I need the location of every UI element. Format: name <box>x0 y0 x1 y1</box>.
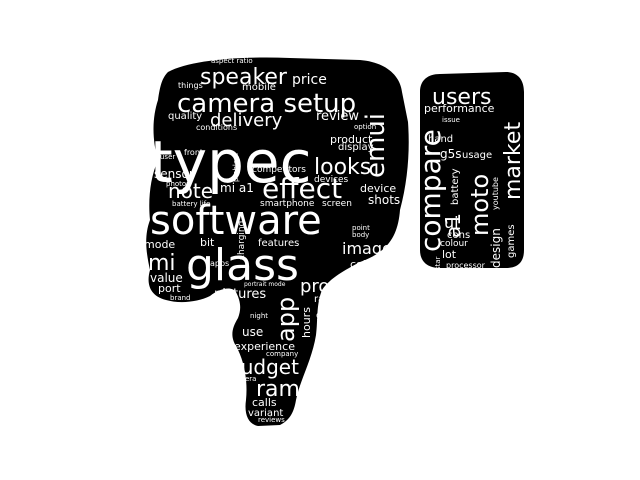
word: product <box>330 133 373 146</box>
word: hand <box>428 134 453 145</box>
word: market <box>501 122 526 200</box>
word: conditions <box>196 123 237 132</box>
word: looks <box>314 155 371 180</box>
word: battery life <box>172 200 210 208</box>
word: option <box>354 123 376 131</box>
word: mode <box>144 238 175 251</box>
word: features <box>258 238 299 249</box>
word: camera <box>230 375 256 383</box>
word: a1 <box>441 213 465 238</box>
word: hours <box>300 307 313 338</box>
word: ram <box>256 377 300 402</box>
word: processor <box>446 261 486 270</box>
word: effect <box>262 172 342 205</box>
word: sensor <box>154 167 194 181</box>
word: emui <box>361 113 391 178</box>
word: design <box>489 228 503 268</box>
word: quality <box>168 111 202 122</box>
word: star <box>434 256 442 270</box>
word: value <box>150 271 183 285</box>
word: typec <box>150 128 311 196</box>
word: review <box>316 109 359 124</box>
word: colour <box>440 239 468 249</box>
word: color <box>350 258 378 271</box>
word: calls <box>252 396 277 409</box>
word: price <box>292 72 327 88</box>
word: app <box>272 297 300 342</box>
word: things <box>178 81 203 90</box>
word: images <box>342 239 400 258</box>
word: bit <box>200 236 215 249</box>
word: glass <box>186 240 299 291</box>
word: front <box>184 148 203 157</box>
word: shots <box>368 193 400 207</box>
word: moto <box>466 174 494 236</box>
word: charging <box>237 221 247 260</box>
word: screen <box>322 199 352 209</box>
word: company <box>266 350 298 358</box>
word: user <box>160 153 175 161</box>
word: competitors <box>252 165 306 175</box>
word: camera setup <box>177 89 356 119</box>
word: experience <box>234 340 295 353</box>
word: pros <box>300 276 339 297</box>
word: ui <box>444 213 459 232</box>
word: users <box>432 85 491 110</box>
word: reviews <box>258 416 285 424</box>
word: range <box>314 294 343 305</box>
word: cons <box>447 230 470 241</box>
word: apps <box>210 259 229 268</box>
word: use <box>242 325 263 339</box>
word: smartphone <box>260 199 315 209</box>
word: mobile <box>242 82 276 93</box>
word: gb <box>316 311 328 321</box>
word: night <box>250 312 268 320</box>
word: mi a1 <box>220 181 254 195</box>
word: issue <box>442 116 460 124</box>
word: mi <box>148 251 176 276</box>
word: battery <box>450 168 461 205</box>
word: devices <box>314 175 349 185</box>
word: variant <box>248 408 283 419</box>
word: note <box>168 179 213 203</box>
word: performance <box>424 102 495 115</box>
word: body <box>352 231 369 239</box>
word: point <box>352 224 370 232</box>
word: display <box>338 142 374 153</box>
word: games <box>506 224 517 258</box>
word: compare <box>414 129 447 252</box>
word: stars <box>346 268 366 277</box>
word: usage <box>462 150 492 161</box>
word: speaker <box>200 65 288 90</box>
word: budget <box>228 355 299 379</box>
thumbs-down-silhouette <box>146 57 409 427</box>
word: software <box>150 198 322 244</box>
word: delivery <box>210 110 283 131</box>
word: device <box>360 182 396 195</box>
thumbs-down-cuff <box>420 72 524 268</box>
word: g5s <box>440 147 462 161</box>
word: portrait mode <box>244 281 286 288</box>
word: youtube <box>491 177 500 210</box>
word: port <box>158 282 181 295</box>
word: lot <box>442 248 457 261</box>
word: aspect ratio <box>211 57 253 65</box>
word: problem <box>232 153 240 182</box>
word: photos <box>166 180 190 188</box>
word: pictures <box>214 287 266 302</box>
word: brand <box>170 294 191 302</box>
